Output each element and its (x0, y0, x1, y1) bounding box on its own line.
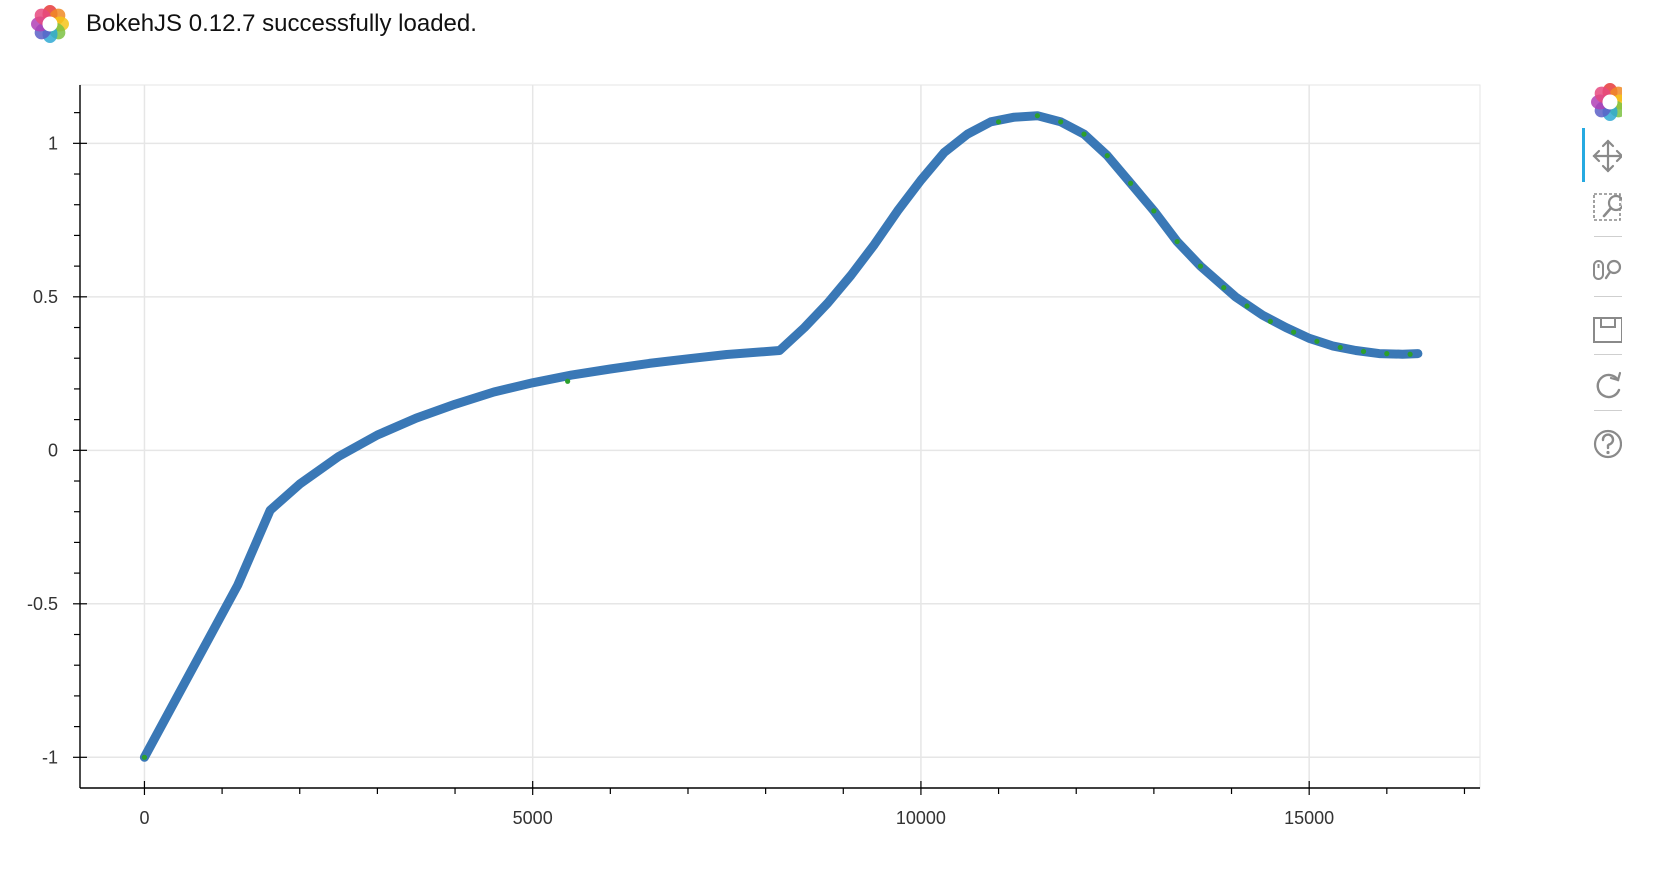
save-icon (1593, 317, 1622, 343)
series-point (1267, 318, 1273, 324)
series-layer (139, 111, 1423, 762)
reset-tool[interactable] (1582, 360, 1622, 408)
toolbar-separator (1594, 236, 1622, 237)
series-point (1081, 131, 1087, 137)
box-zoom-tool[interactable] (1582, 182, 1622, 230)
help-tool[interactable] (1582, 418, 1622, 466)
axes: 0 5000 10000 15000 -1 -0.5 0 0.5 1 (27, 85, 1480, 828)
series-point (1104, 153, 1110, 159)
help-icon (1593, 429, 1622, 459)
save-tool[interactable] (1582, 304, 1622, 352)
series-point (1197, 263, 1204, 269)
plot-frame (79, 84, 1481, 789)
wheel-zoom-icon (1593, 259, 1622, 280)
pan-icon (1592, 139, 1622, 173)
y-tick-label: 0.5 (33, 287, 58, 307)
series-point (1127, 180, 1134, 186)
x-tick-label: 5000 (513, 808, 553, 828)
active-tool-indicator (1582, 128, 1585, 182)
series-point (1151, 208, 1157, 214)
box-zoom-icon (1593, 193, 1622, 221)
series-point (1034, 113, 1041, 119)
plot-toolbar (1582, 82, 1622, 502)
grid (79, 84, 1481, 789)
x-tick-label: 10000 (896, 808, 946, 828)
series-point (1360, 348, 1367, 355)
y-tick-label: 1 (48, 133, 58, 153)
load-notice: BokehJS 0.12.7 successfully loaded. (30, 4, 477, 44)
series-point (141, 754, 148, 760)
series-point (565, 378, 571, 384)
y-tick-label: 0 (48, 440, 58, 460)
bokeh-logo-icon (1591, 83, 1622, 121)
series-point (1221, 285, 1227, 291)
y-tick-label: -1 (42, 747, 58, 767)
x-tick-label: 15000 (1284, 808, 1334, 828)
series-point (1244, 303, 1250, 309)
bokeh-logo-icon (31, 5, 69, 43)
reset-icon (1596, 371, 1622, 399)
series-line (139, 111, 1423, 762)
series-point (1058, 119, 1064, 125)
series-point (1384, 351, 1390, 357)
series-point (1314, 338, 1320, 344)
toolbar-separator (1594, 296, 1622, 297)
pan-tool[interactable] (1582, 130, 1622, 178)
wheel-zoom-tool[interactable] (1582, 244, 1622, 292)
toolbar-separator (1594, 354, 1622, 355)
x-tick-label: 0 (139, 808, 149, 828)
series-point (1174, 238, 1180, 245)
y-tick-label: -0.5 (27, 594, 58, 614)
toolbar-separator (1594, 410, 1622, 411)
series-point (1291, 329, 1297, 335)
series-point (1407, 351, 1413, 357)
series-point (1337, 344, 1343, 351)
load-message: BokehJS 0.12.7 successfully loaded. (86, 10, 477, 37)
series-point (995, 119, 1002, 125)
